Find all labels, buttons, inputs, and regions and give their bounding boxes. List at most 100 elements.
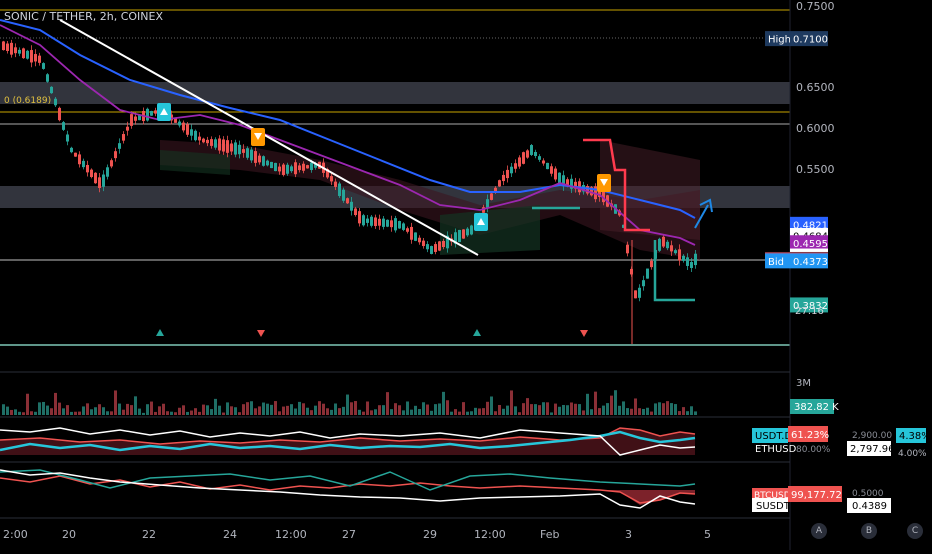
candle-body <box>130 114 133 126</box>
candle-body <box>470 225 473 235</box>
cloud-area-bull <box>160 150 230 175</box>
volume-bar <box>450 411 453 415</box>
triangle-down-icon <box>600 179 608 186</box>
candle-body <box>562 175 565 187</box>
toolbar-button-b[interactable]: B <box>861 523 877 539</box>
candle-body <box>506 169 509 179</box>
candle-body <box>338 183 341 196</box>
candle-body <box>382 218 385 227</box>
candle-body <box>406 228 409 232</box>
sell-signal-marker[interactable] <box>597 174 611 192</box>
btcusd-label-badge <box>752 488 788 500</box>
volume-bar <box>674 404 677 415</box>
candle-body <box>78 154 81 165</box>
volume-scale-label: 3M <box>796 378 811 389</box>
candle-body <box>46 74 49 82</box>
candle-body <box>34 54 37 62</box>
candle-body <box>278 166 281 172</box>
candle-body <box>462 229 465 239</box>
candle-body <box>690 262 693 268</box>
price-axis[interactable]: 0.7500 0.6500 0.6000 0.5500 High 0.7100 0.… <box>765 0 932 550</box>
volume-bar <box>554 403 557 415</box>
volume-bar <box>358 409 361 415</box>
volume-bar <box>18 411 21 415</box>
time-label: 29 <box>423 528 437 541</box>
price-badge-label-bg <box>765 253 790 269</box>
buy-signal-marker[interactable] <box>474 213 488 231</box>
volume-bar <box>546 402 549 415</box>
volume-bar <box>70 411 73 415</box>
volume-bar <box>670 403 673 415</box>
candle-body <box>178 121 181 126</box>
volume-bar <box>394 403 397 415</box>
triangle-up-icon <box>160 108 168 115</box>
candle-body <box>394 218 397 231</box>
volume-bar <box>310 410 313 415</box>
candle-body <box>510 166 513 174</box>
volume-bar <box>630 408 633 415</box>
volume-bar <box>78 411 81 415</box>
candle-body <box>222 139 225 152</box>
candle-body <box>586 186 589 194</box>
volume-bar <box>442 391 445 415</box>
volume-bar <box>298 401 301 415</box>
volume-bar <box>682 407 685 415</box>
ethusd-value: 2,797.96 <box>850 444 895 455</box>
volume-bar <box>246 402 249 415</box>
candle-body <box>214 139 217 148</box>
volume-bar <box>514 406 517 415</box>
descending-trendline[interactable] <box>59 19 479 256</box>
candle-body <box>402 223 405 230</box>
volume-pane: 3M 382.82 K <box>0 371 839 415</box>
candle-body <box>306 165 309 169</box>
candle-body <box>22 48 25 59</box>
price-badge-value: 0.4373 <box>793 257 828 268</box>
volume-bar <box>626 408 629 415</box>
volume-bar <box>678 411 681 415</box>
price-badges: High0.71000.48210.46840.45950.4432SUSDT0… <box>765 31 828 313</box>
volume-bar <box>558 406 561 415</box>
btcusd-label: BTCUSD <box>754 491 791 501</box>
toolbar-button-c[interactable]: C <box>907 523 923 539</box>
volume-bar <box>366 401 369 415</box>
candle-body <box>526 150 529 158</box>
btc-pane: BTCUSD 99,177.72 SUSDT 0.5000 0.4389 <box>0 461 891 513</box>
candle-body <box>114 151 117 159</box>
candle-body <box>650 260 653 268</box>
volume-bar <box>314 405 317 415</box>
usdt-d-value: 61.23% <box>791 430 829 441</box>
volume-bar <box>114 390 117 415</box>
blue-moving-average <box>0 19 696 219</box>
volume-bar <box>254 408 257 415</box>
volume-bar <box>290 404 293 415</box>
volume-bar <box>150 401 153 415</box>
volume-bar <box>14 409 17 415</box>
volume-bar <box>354 401 357 415</box>
susdt-value: 0.4389 <box>852 501 887 512</box>
volume-bar <box>494 411 497 415</box>
volume-bar <box>510 390 513 415</box>
sell-signal-marker[interactable] <box>251 128 265 146</box>
candle-body <box>534 151 537 157</box>
candle-body <box>502 174 505 182</box>
candle-body <box>550 166 553 174</box>
volume-bar <box>326 408 329 415</box>
volume-bar <box>22 412 25 415</box>
candle-body <box>546 162 549 170</box>
resistance-zone <box>0 82 790 104</box>
volume-bar <box>10 409 13 415</box>
volume-bar <box>258 406 261 415</box>
volume-bar <box>642 408 645 415</box>
candle-body <box>10 42 13 55</box>
time-label: Feb <box>540 528 559 541</box>
candle-body <box>342 189 345 201</box>
volume-bar <box>86 403 89 415</box>
candle-body <box>174 118 177 123</box>
cloud-area-bull-2 <box>440 205 540 255</box>
price-badge <box>790 253 828 269</box>
toolbar-button-a[interactable]: A <box>811 523 827 539</box>
time-axis[interactable]: 2:00 20 22 24 12:00 27 29 12:00 Feb 3 5 <box>0 517 790 541</box>
buy-signal-marker[interactable] <box>157 103 171 121</box>
